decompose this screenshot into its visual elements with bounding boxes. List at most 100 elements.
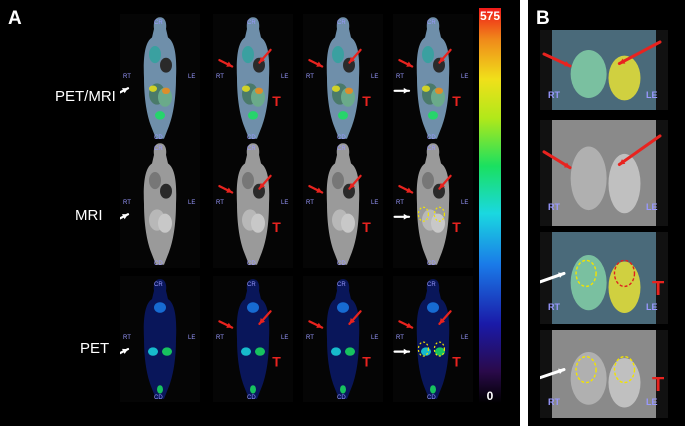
orientation-rt: RT xyxy=(548,397,560,407)
orientation-rt: RT xyxy=(396,200,404,206)
pet-hotspot xyxy=(428,111,438,120)
orientation-cd: CD xyxy=(247,395,256,401)
roi-outline xyxy=(433,206,446,222)
orientation-rt: RT xyxy=(306,74,314,80)
red-arrow-left xyxy=(348,174,362,190)
orientation-le: LE xyxy=(646,202,658,212)
tumor-marker: T xyxy=(362,354,371,370)
organ-region xyxy=(242,172,254,190)
roi-outline xyxy=(417,341,429,357)
red-arrow-left xyxy=(617,40,662,66)
panel-b-label: B xyxy=(536,8,550,29)
pet-hotspot xyxy=(345,347,355,356)
pet-hotspot xyxy=(338,111,348,120)
orientation-rt: RT xyxy=(396,74,404,80)
orientation-le: LE xyxy=(646,302,658,312)
roi-outline xyxy=(575,259,597,288)
organ-region xyxy=(332,172,344,190)
zoom-view-1: RT LE xyxy=(540,30,668,110)
scan-fused-4: CR CD RT LE T xyxy=(393,14,473,142)
white-arrow xyxy=(393,213,411,220)
orientation-le: LE xyxy=(281,200,288,206)
organ-region xyxy=(149,46,161,64)
red-arrow-left xyxy=(258,310,272,325)
orientation-le: LE xyxy=(281,335,288,341)
orientation-cd: CD xyxy=(247,135,256,141)
pet-hotspot xyxy=(337,302,349,313)
tumor-marker: T xyxy=(272,354,281,370)
red-arrow-right xyxy=(218,58,234,68)
panel-a: A PET/MRI MRI PET CR CD RT LE CR CD RT LE T CR CD R… xyxy=(0,0,520,426)
orientation-cr: CR xyxy=(427,282,436,288)
scan-pet-1: CR CD RT LE xyxy=(120,276,200,402)
organ-region xyxy=(158,213,172,233)
body-silhouette xyxy=(416,143,450,265)
pet-hotspot xyxy=(162,87,170,95)
tumor-marker: T xyxy=(452,219,461,235)
pet-hotspot xyxy=(247,302,259,313)
orientation-rt: RT xyxy=(216,74,224,80)
organ-region xyxy=(251,213,265,233)
orientation-cr: CR xyxy=(154,146,163,152)
organ-region xyxy=(570,352,607,405)
colorbar-max-label: 575 xyxy=(479,9,501,23)
organ-region xyxy=(242,46,254,64)
orientation-cr: CR xyxy=(337,20,346,26)
organ-region xyxy=(341,213,355,233)
orientation-rt: RT xyxy=(123,74,131,80)
body-silhouette xyxy=(236,143,270,265)
pet-hotspot xyxy=(331,347,341,356)
scan-mri-1: CR CD RT LE xyxy=(120,140,200,268)
orientation-le: LE xyxy=(461,335,468,341)
orientation-rt: RT xyxy=(123,335,131,341)
tumor-marker: T xyxy=(652,374,665,396)
colorbar-min-label: 0 xyxy=(486,389,494,403)
pet-hotspot xyxy=(155,111,165,120)
white-arrow xyxy=(120,347,130,355)
scan-pet-4: CR CD RT LE T xyxy=(393,276,473,402)
orientation-cd: CD xyxy=(337,135,346,141)
orientation-cr: CR xyxy=(427,146,436,152)
orientation-cd: CD xyxy=(154,395,163,401)
organ-region xyxy=(570,50,607,98)
body-silhouette xyxy=(326,17,360,139)
organ-region xyxy=(422,46,434,64)
scan-pet-3: CR CD RT LE T xyxy=(303,276,383,402)
scan-pet-2: CR CD RT LE T xyxy=(213,276,293,402)
red-arrow-left xyxy=(348,310,362,325)
red-arrow-right xyxy=(398,58,414,68)
organ-region xyxy=(332,46,344,64)
tumor-marker: T xyxy=(362,219,371,235)
tumor-marker: T xyxy=(452,93,461,109)
orientation-le: LE xyxy=(461,200,468,206)
pet-hotspot xyxy=(162,347,172,356)
red-arrow-right xyxy=(308,184,324,194)
orientation-le: LE xyxy=(188,335,195,341)
orientation-rt: RT xyxy=(396,335,404,341)
orientation-le: LE xyxy=(371,200,378,206)
tumor-marker: T xyxy=(362,93,371,109)
panel-a-label: A xyxy=(8,8,22,29)
pet-hotspot xyxy=(421,347,431,356)
orientation-le: LE xyxy=(461,74,468,80)
red-arrow-right xyxy=(542,52,572,68)
orientation-le: LE xyxy=(371,335,378,341)
red-arrow-left xyxy=(617,134,662,167)
panel-b: B RT LE RT LE RT LE RT LE T T xyxy=(528,0,685,426)
organ-region xyxy=(608,55,641,101)
orientation-rt: RT xyxy=(216,335,224,341)
organ-region xyxy=(160,183,172,199)
row-label-mri: MRI xyxy=(75,207,103,224)
organ-region xyxy=(431,213,445,233)
orientation-le: LE xyxy=(188,200,195,206)
red-arrow-left xyxy=(438,310,452,325)
red-arrow-right xyxy=(542,150,572,170)
orientation-rt: RT xyxy=(216,200,224,206)
orientation-cr: CR xyxy=(154,20,163,26)
orientation-cd: CD xyxy=(247,261,256,267)
body-silhouette xyxy=(326,143,360,265)
red-arrow-left xyxy=(258,48,272,64)
orientation-le: LE xyxy=(281,74,288,80)
orientation-rt: RT xyxy=(306,335,314,341)
orientation-cr: CR xyxy=(247,282,256,288)
